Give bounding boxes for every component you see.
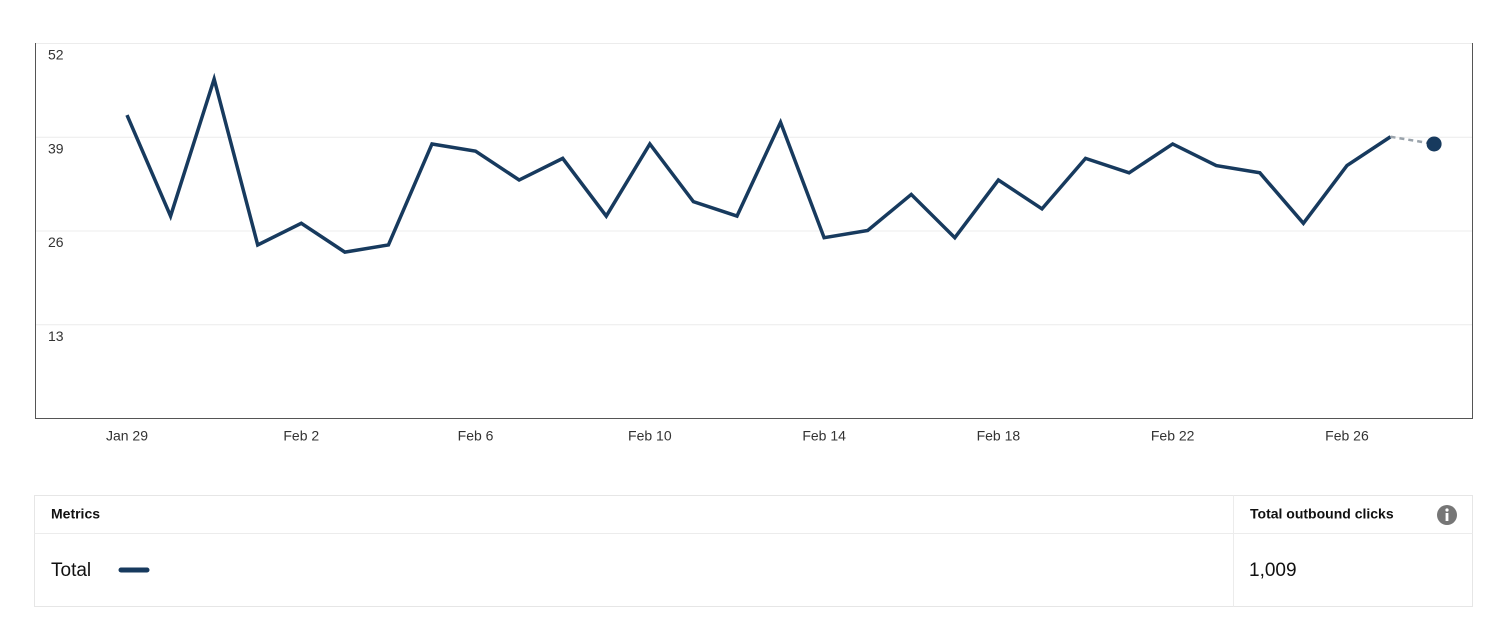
x-tick-label: Feb 10 — [628, 428, 672, 444]
data-line — [125, 72, 1392, 254]
table-header: Metrics — [51, 506, 100, 522]
chart: 13 26 39 52 Jan 29 Feb 2 Feb 6 Feb 10 Feb 14 Feb … — [35, 43, 1473, 444]
x-tick-label: Feb 18 — [977, 428, 1021, 444]
metrics-table — [34, 495, 1473, 607]
x-tick-label: Feb 2 — [283, 428, 319, 444]
x-tick-label: Feb 26 — [1325, 428, 1369, 444]
x-tick-label: Jan 29 — [106, 428, 148, 444]
legend-label: Total — [51, 560, 91, 581]
y-tick-label: 52 — [48, 47, 64, 63]
x-tick-label: Feb 22 — [1151, 428, 1195, 444]
x-tick-label: Feb 6 — [458, 428, 494, 444]
x-tick-label: Feb 14 — [802, 428, 846, 444]
y-tick-label: 13 — [48, 328, 64, 344]
total-value: 1,009 — [1249, 560, 1297, 581]
table-header: Total outbound clicks — [1250, 506, 1394, 522]
latest-point — [1426, 136, 1442, 152]
info-icon[interactable] — [1437, 505, 1457, 525]
y-tick-label: 39 — [48, 140, 64, 156]
y-tick-label: 26 — [48, 234, 64, 250]
